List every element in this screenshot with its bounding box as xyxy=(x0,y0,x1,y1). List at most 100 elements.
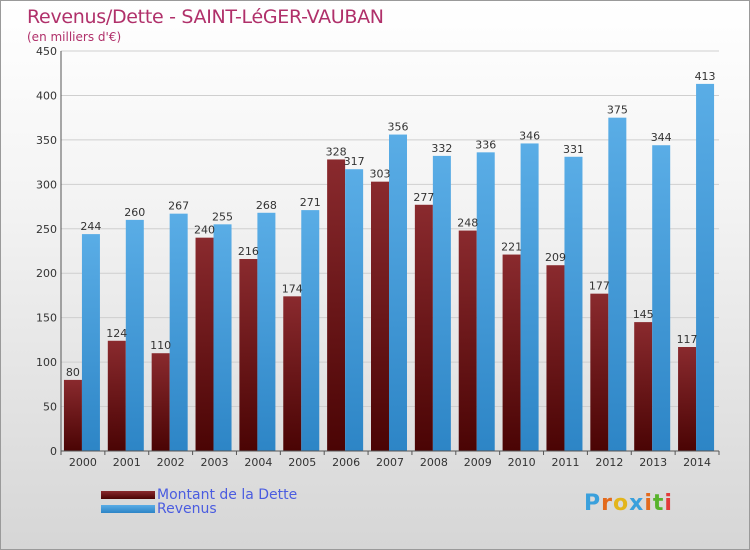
bar-dette xyxy=(151,353,170,451)
data-label-revenus: 336 xyxy=(475,138,496,151)
data-label-dette: 209 xyxy=(545,251,566,264)
legend-swatch-dette xyxy=(101,491,155,499)
bar-dette xyxy=(371,181,389,451)
bar-revenus xyxy=(476,152,495,452)
bar-revenus xyxy=(169,213,188,451)
x-tick-label: 2014 xyxy=(683,456,711,469)
logo-letter: o xyxy=(612,491,630,516)
bar-dette xyxy=(107,340,126,451)
x-tick-label: 2007 xyxy=(376,456,404,469)
data-label-dette: 80 xyxy=(66,366,80,379)
data-label-revenus: 413 xyxy=(695,70,716,83)
y-tick-label: 150 xyxy=(36,312,57,325)
legend-item-dette: Montant de la Dette xyxy=(101,487,298,503)
data-label-revenus: 344 xyxy=(651,131,672,144)
data-label-revenus: 271 xyxy=(300,196,321,209)
bar-revenus xyxy=(125,219,144,451)
x-tick-label: 2001 xyxy=(113,456,141,469)
chart-subtitle: (en milliers d'€) xyxy=(27,30,122,44)
x-tick-label: 2008 xyxy=(420,456,448,469)
bar-revenus xyxy=(652,145,671,451)
chart-title: Revenus/Dette - SAINT-LéGER-VAUBAN xyxy=(27,6,384,28)
data-label-dette: 177 xyxy=(589,280,610,293)
bar-dette xyxy=(590,293,609,451)
logo-letter: i xyxy=(644,491,653,516)
bar-dette xyxy=(195,237,214,451)
x-tick-label: 2004 xyxy=(244,456,272,469)
x-tick-label: 2013 xyxy=(639,456,667,469)
legend-label-revenus: Revenus xyxy=(157,501,217,517)
logo-letter: x xyxy=(629,491,645,516)
data-label-dette: 221 xyxy=(501,241,522,254)
bar-revenus xyxy=(257,212,276,451)
data-label-revenus: 346 xyxy=(519,129,540,142)
bar-revenus xyxy=(345,169,364,451)
data-label-revenus: 332 xyxy=(431,142,452,155)
y-tick-label: 250 xyxy=(36,223,57,236)
bar-dette xyxy=(678,347,697,451)
logo-letter: t xyxy=(652,491,665,516)
bar-dette xyxy=(634,322,653,451)
x-tick-label: 2009 xyxy=(464,456,492,469)
y-tick-label: 400 xyxy=(36,89,57,102)
x-tick-label: 2012 xyxy=(595,456,623,469)
data-label-dette: 110 xyxy=(150,339,171,352)
x-tick-label: 2000 xyxy=(69,456,97,469)
data-label-revenus: 331 xyxy=(563,143,584,156)
data-label-dette: 277 xyxy=(413,191,434,204)
y-tick-label: 100 xyxy=(36,356,57,369)
y-tick-label: 0 xyxy=(50,445,57,458)
data-label-revenus: 244 xyxy=(80,220,101,233)
bar-dette xyxy=(458,230,477,451)
bar-revenus xyxy=(213,224,232,451)
proxiti-logo: Proxiti xyxy=(584,491,673,516)
y-tick-label: 300 xyxy=(36,178,57,191)
logo-letter: i xyxy=(664,491,673,516)
bar-revenus xyxy=(608,117,627,452)
x-tick-label: 2005 xyxy=(288,456,316,469)
axes-group: 0 50 100 150 200 250 300 350 400 450 2000 2001 2002 2… xyxy=(36,45,720,469)
bar-dette xyxy=(239,259,258,451)
bars-group xyxy=(63,83,715,452)
data-label-revenus: 260 xyxy=(124,206,145,219)
bar-revenus xyxy=(389,134,407,452)
data-label-dette: 248 xyxy=(457,217,478,230)
data-label-dette: 174 xyxy=(282,282,303,295)
logo-letter: r xyxy=(601,491,613,516)
data-label-revenus: 375 xyxy=(607,104,628,117)
data-label-dette: 124 xyxy=(106,327,127,340)
y-tick-label: 200 xyxy=(36,267,57,280)
data-label-revenus: 268 xyxy=(256,199,277,212)
data-label-dette: 328 xyxy=(326,145,347,158)
data-label-dette: 303 xyxy=(370,168,391,181)
bar-dette xyxy=(546,265,565,451)
data-label-revenus: 317 xyxy=(344,155,365,168)
bar-revenus xyxy=(696,83,715,451)
data-label-dette: 117 xyxy=(677,333,698,346)
bar-dette xyxy=(502,254,521,451)
bar-revenus xyxy=(81,234,100,451)
bar-revenus xyxy=(564,156,583,451)
data-label-dette: 240 xyxy=(194,224,215,237)
y-tick-label: 50 xyxy=(43,401,57,414)
data-label-revenus: 356 xyxy=(388,121,409,134)
logo-letter: P xyxy=(584,491,602,516)
legend-swatch-revenus xyxy=(101,505,155,513)
bar-dette xyxy=(414,204,433,451)
data-label-dette: 216 xyxy=(238,245,259,258)
data-label-revenus: 267 xyxy=(168,200,189,213)
data-label-dette: 145 xyxy=(633,308,654,321)
x-tick-label: 2011 xyxy=(551,456,579,469)
bar-dette xyxy=(327,159,346,451)
legend-item-revenus: Revenus xyxy=(101,501,217,517)
bar-dette xyxy=(283,296,302,451)
y-tick-label: 450 xyxy=(36,45,57,58)
legend-label-dette: Montant de la Dette xyxy=(157,487,298,503)
bar-revenus xyxy=(432,155,451,451)
bar-dette xyxy=(63,379,82,451)
x-tick-label: 2003 xyxy=(201,456,229,469)
bar-revenus xyxy=(301,210,320,451)
